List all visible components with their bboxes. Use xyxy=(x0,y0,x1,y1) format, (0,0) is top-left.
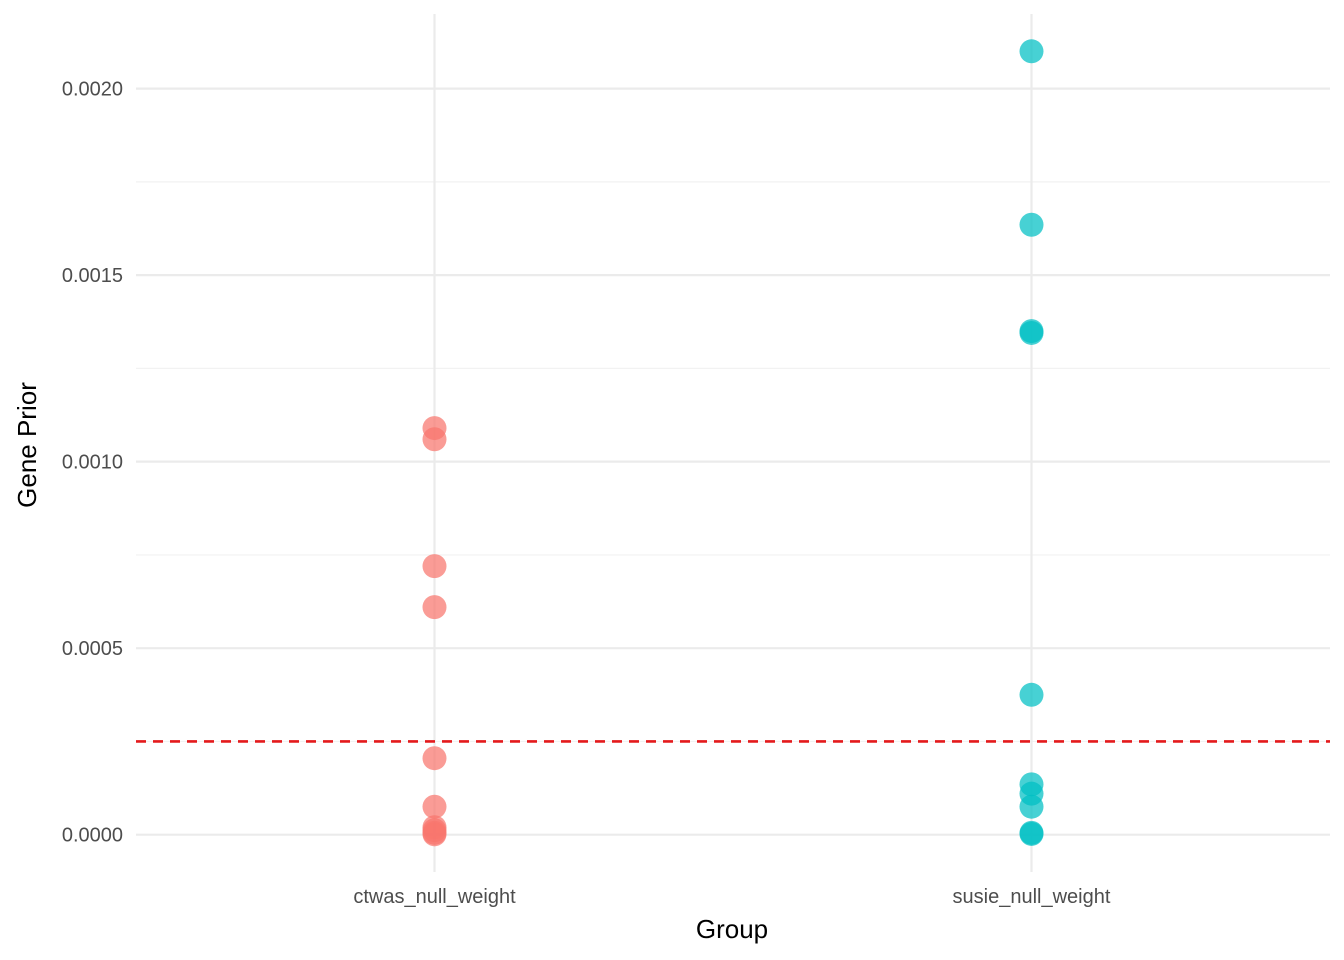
data-point xyxy=(1019,794,1044,819)
data-point xyxy=(422,427,447,452)
data-point xyxy=(422,554,447,579)
x-axis-title: Group xyxy=(696,914,768,944)
y-tick-label: 0.0015 xyxy=(62,265,123,287)
data-point xyxy=(1019,320,1044,345)
data-point xyxy=(422,746,447,771)
data-point xyxy=(422,595,447,620)
x-tick-label: susie_null_weight xyxy=(953,886,1111,908)
x-tick-label: ctwas_null_weight xyxy=(353,886,516,908)
data-point xyxy=(422,794,447,819)
y-tick-label: 0.0000 xyxy=(62,825,123,847)
y-tick-label: 0.0010 xyxy=(62,452,123,474)
x-axis-ticks: ctwas_null_weight susie_null_weight xyxy=(353,886,1111,908)
data-point xyxy=(1019,212,1044,237)
y-tick-label: 0.0005 xyxy=(62,638,123,660)
data-point xyxy=(1019,39,1044,64)
data-point xyxy=(422,822,447,847)
data-point xyxy=(1019,821,1044,846)
data-points xyxy=(422,39,1044,847)
y-axis-title: Gene Prior xyxy=(12,382,42,508)
y-tick-label: 0.0020 xyxy=(62,79,123,101)
data-point xyxy=(1019,682,1044,707)
grid-lines xyxy=(136,14,1330,872)
y-axis-ticks: 0.0000 0.0005 0.0010 0.0015 0.0020 xyxy=(62,79,123,847)
